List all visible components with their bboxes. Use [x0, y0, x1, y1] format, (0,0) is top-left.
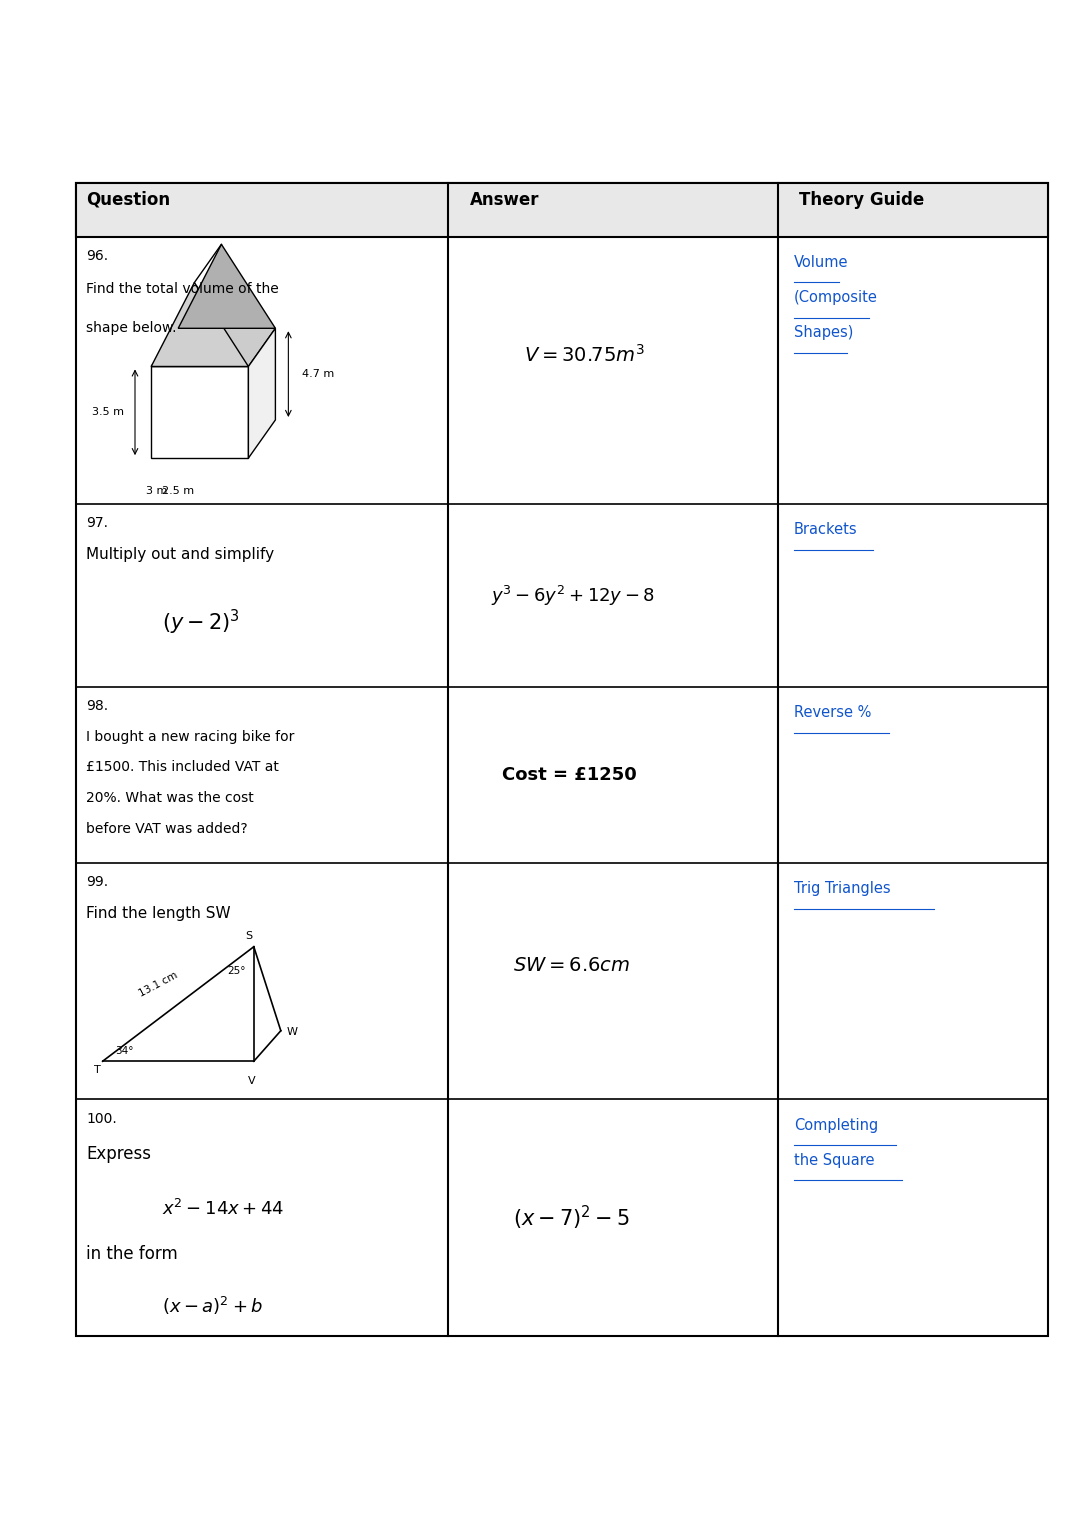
Text: in the form: in the form	[86, 1245, 178, 1263]
Text: S: S	[245, 931, 253, 941]
Text: Multiply out and simplify: Multiply out and simplify	[86, 547, 274, 562]
Text: Cost = £1250: Cost = £1250	[502, 767, 637, 783]
Text: the Square: the Square	[794, 1153, 875, 1168]
Text: I bought a new racing bike for: I bought a new racing bike for	[86, 730, 295, 744]
Text: 2.5 m: 2.5 m	[162, 486, 194, 496]
Text: 98.: 98.	[86, 699, 108, 713]
Text: before VAT was added?: before VAT was added?	[86, 822, 248, 835]
Text: $x^2 - 14x + 44$: $x^2 - 14x + 44$	[162, 1199, 284, 1219]
Text: Completing: Completing	[794, 1118, 878, 1133]
Polygon shape	[151, 282, 248, 366]
Text: shape below.: shape below.	[86, 321, 177, 334]
Text: Theory Guide: Theory Guide	[799, 191, 924, 209]
Text: $V = 30.75m^3$: $V = 30.75m^3$	[524, 344, 645, 366]
Text: 20%. What was the cost: 20%. What was the cost	[86, 791, 254, 805]
Text: $(x-7)^2 - 5$: $(x-7)^2 - 5$	[513, 1203, 630, 1232]
Text: 99.: 99.	[86, 875, 108, 889]
Text: Find the length SW: Find the length SW	[86, 906, 231, 921]
Text: Question: Question	[86, 191, 171, 209]
Text: $(x - a)^2 + b$: $(x - a)^2 + b$	[162, 1295, 264, 1316]
Text: 25°: 25°	[227, 967, 245, 976]
Polygon shape	[151, 328, 275, 366]
Text: Trig Triangles: Trig Triangles	[794, 881, 890, 896]
Text: £1500. This included VAT at: £1500. This included VAT at	[86, 760, 280, 774]
Text: V: V	[248, 1077, 256, 1086]
Text: $(y-2)^3$: $(y-2)^3$	[162, 608, 240, 637]
Bar	[151, 366, 248, 458]
Text: 3 m: 3 m	[146, 486, 167, 496]
Text: $SW = 6.6cm$: $SW = 6.6cm$	[513, 956, 630, 976]
Text: $y^3 - 6y^2 + 12y - 8$: $y^3 - 6y^2 + 12y - 8$	[491, 583, 656, 608]
Text: 13.1 cm: 13.1 cm	[137, 970, 179, 999]
Bar	[76, 183, 1048, 237]
Text: Shapes): Shapes)	[794, 325, 853, 341]
Bar	[76, 183, 1048, 1336]
Text: Answer: Answer	[470, 191, 539, 209]
Text: Find the total volume of the: Find the total volume of the	[86, 282, 279, 296]
Text: (Composite: (Composite	[794, 290, 878, 305]
Text: 100.: 100.	[86, 1112, 117, 1125]
Text: 97.: 97.	[86, 516, 108, 530]
Text: 34°: 34°	[116, 1046, 134, 1055]
Polygon shape	[178, 244, 275, 328]
Polygon shape	[248, 328, 275, 458]
Text: Volume: Volume	[794, 255, 848, 270]
Text: W: W	[286, 1028, 297, 1037]
Text: 96.: 96.	[86, 249, 108, 263]
Text: Reverse %: Reverse %	[794, 705, 872, 721]
Text: Brackets: Brackets	[794, 522, 858, 538]
Text: 3.5 m: 3.5 m	[92, 408, 124, 417]
Text: T: T	[94, 1066, 100, 1075]
Text: Express: Express	[86, 1145, 151, 1164]
Text: 4.7 m: 4.7 m	[302, 370, 335, 379]
